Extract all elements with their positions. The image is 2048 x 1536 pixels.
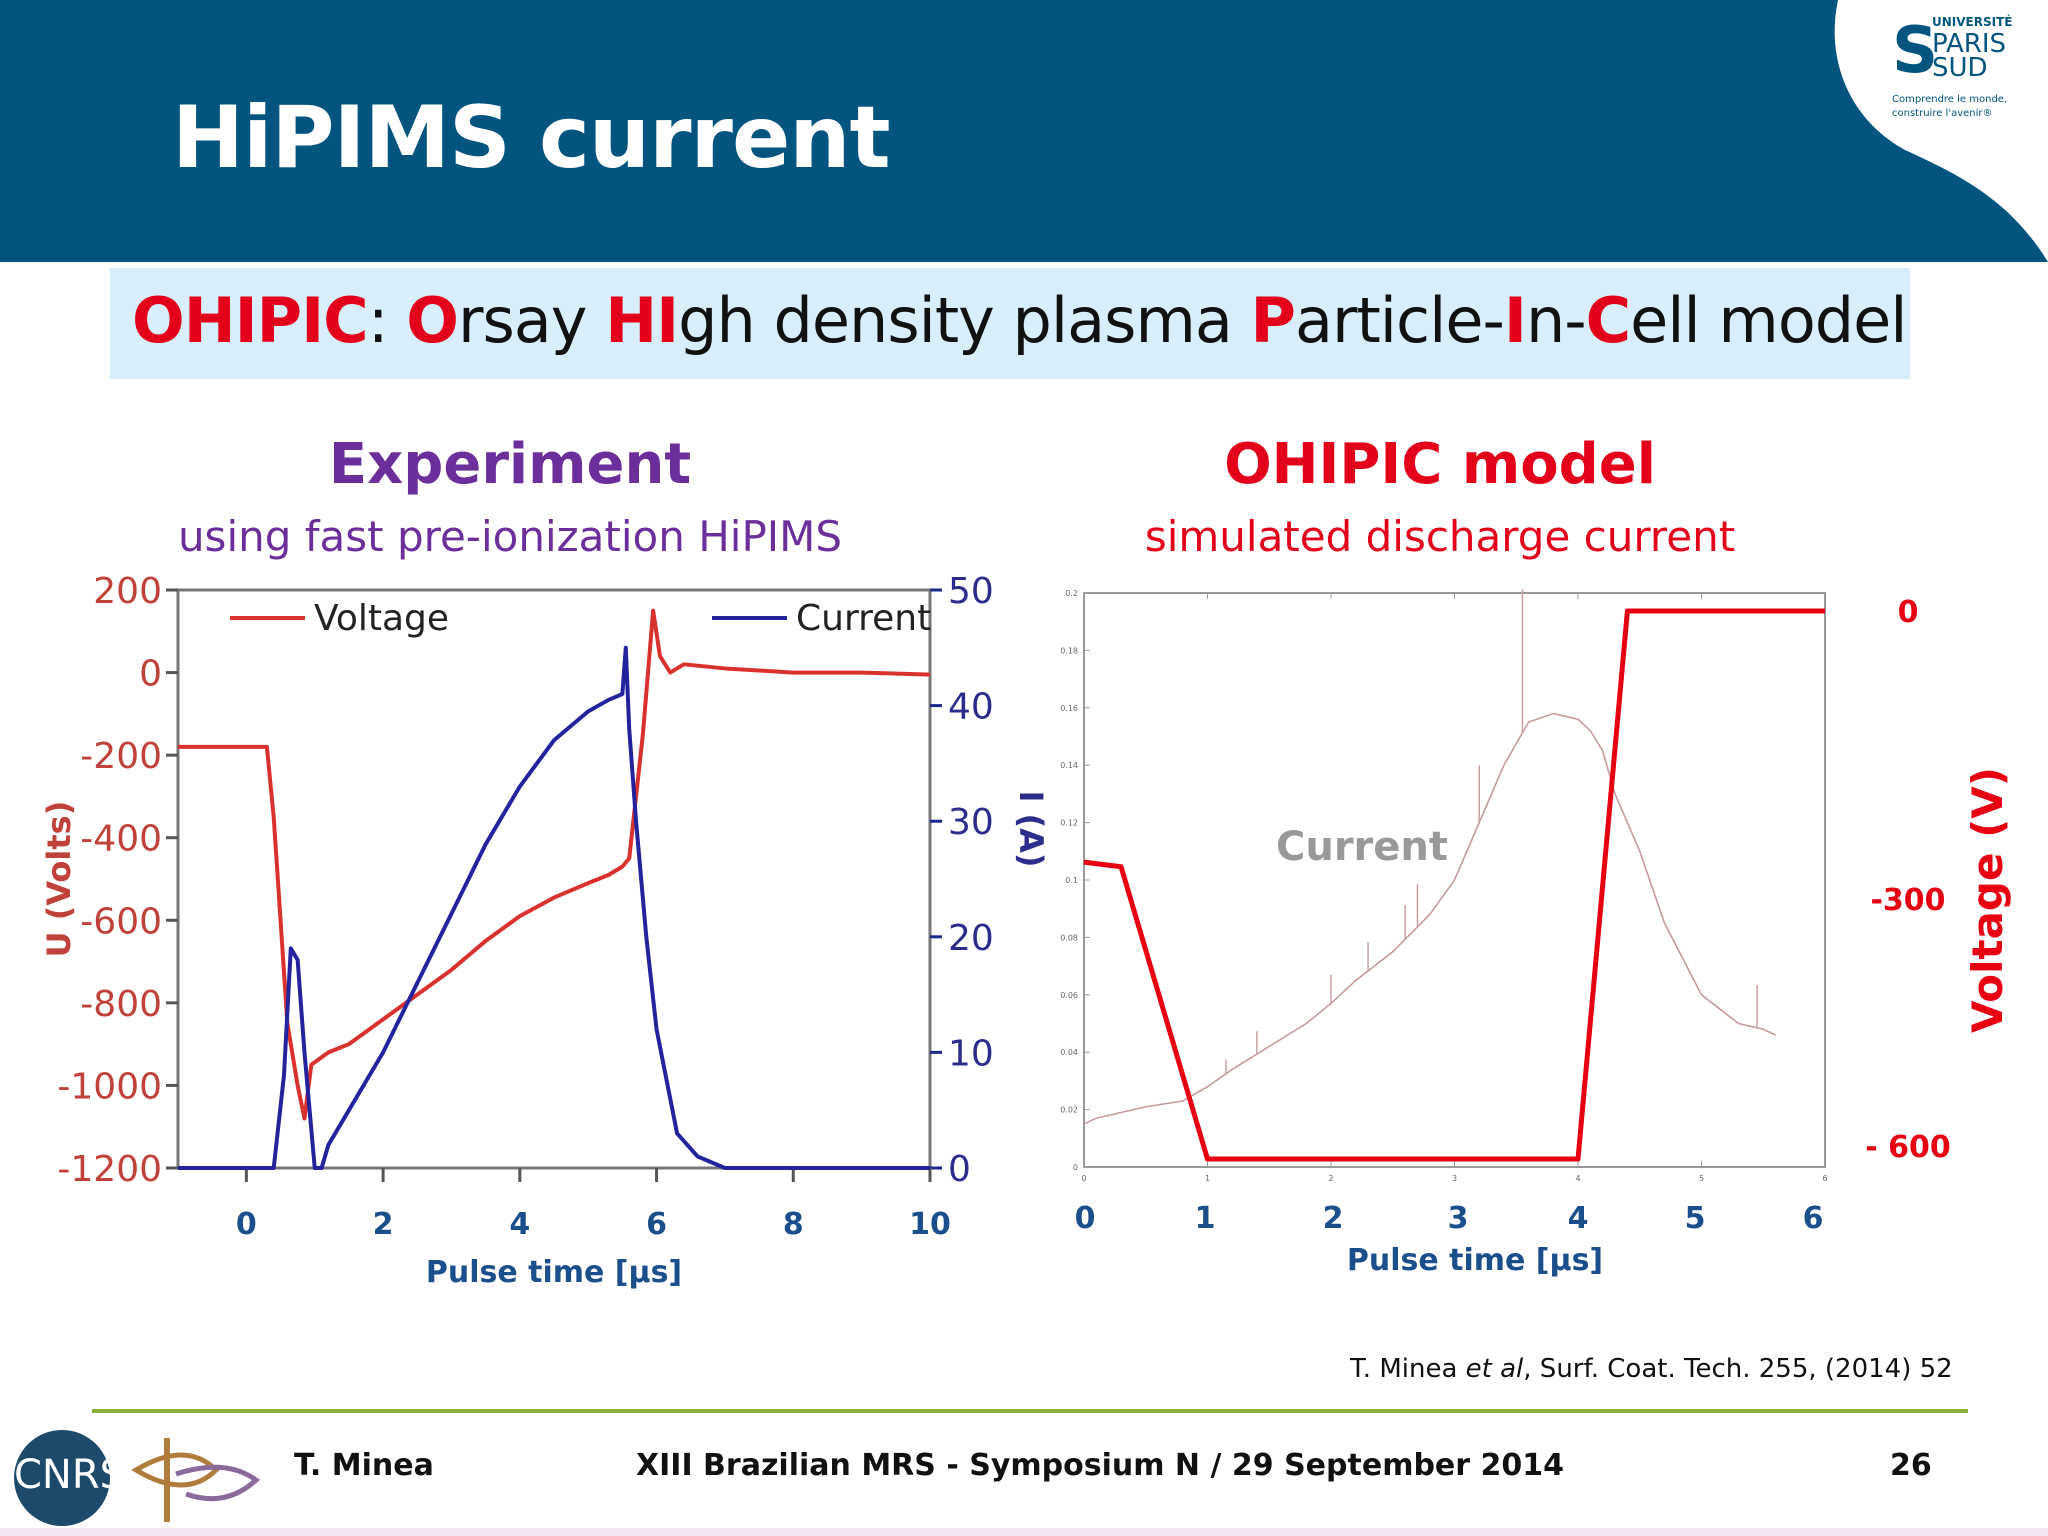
banner-part: article- [1295,284,1505,357]
y-tick-label: 0.04 [1060,1048,1078,1057]
university-logo: S UNIVERSITÉ PARIS SUD Comprendre le mon… [1892,14,2012,119]
x-tick-label: 2 [1323,1201,1344,1236]
banner-part: I [1503,284,1527,357]
experiment-subtitle: using fast pre-ionization HiPIMS [177,512,843,561]
experiment-chart: 2000-200-400-600-800-1000-12005040302010… [40,571,1050,1290]
cnrs-logo: CNRS [14,1430,125,1526]
x-tick-label: 10 [909,1207,951,1242]
y-tick-label: -600 [80,901,162,942]
footer-event: XIII Brazilian MRS - Symposium N / 29 Se… [636,1448,1565,1483]
current-annotation: Current [1276,824,1448,870]
y-tick-label: -1200 [57,1149,162,1190]
citation: T. Minea et al, Surf. Coat. Tech. 255, (… [1350,1354,1953,1384]
y-tick-label: -400 [80,819,162,860]
bottom-strip [0,1528,2048,1536]
banner-part: P [1250,284,1296,357]
y-tick-label: -1000 [57,1066,162,1107]
series-current-line [178,645,930,1170]
series-current-line [1083,712,1776,1125]
y-axis-label: U (Volts) [40,801,78,958]
x-tick-label: 5 [1685,1201,1706,1236]
x-tick-label: 1 [1195,1201,1216,1236]
svg-text:Comprendre le monde,: Comprendre le monde, [1892,94,2007,105]
footer-divider [92,1409,1968,1413]
banner-part: gh density plasma [678,284,1251,357]
y2-tick-label: -300 [1870,883,1945,918]
y-tick-label: -200 [80,736,162,777]
banner-part: OHIPIC [132,284,369,357]
logo-swoosh [1834,0,2048,262]
x-tick-small-label: 6 [1822,1174,1827,1183]
y-tick-label: 0.12 [1060,819,1078,828]
y2-tick-label: 0 [948,1149,971,1190]
banner-part: rsay [458,284,606,357]
y-tick-label: 200 [93,571,162,612]
banner-part: ell model [1630,284,1907,357]
banner-part: C [1585,284,1632,357]
footer-author: T. Minea [294,1448,434,1483]
header-bar [0,0,2048,262]
page-title: HiPIMS current [172,88,891,188]
y-tick-label: 0.18 [1060,646,1078,655]
experiment-title: Experiment [328,432,692,497]
svg-text:UNIVERSITÉ: UNIVERSITÉ [1932,14,2012,29]
banner-text: OHIPIC: Orsay HIgh density plasma Partic… [132,284,1907,357]
x-axis-label: Pulse time [µs] [426,1255,682,1290]
x-tick-label: 3 [1448,1201,1469,1236]
legend-current-label: Current [796,598,931,639]
banner-part: HI [605,284,679,357]
x-tick-label: 2 [373,1207,394,1242]
y-tick-label: 0.08 [1060,933,1078,942]
simulation-subtitle: simulated discharge current [1144,512,1736,561]
y-tick-label: -800 [80,984,162,1025]
y2-tick-label: - 600 [1865,1130,1951,1165]
x-tick-label: 0 [236,1207,257,1242]
x-tick-label: 6 [646,1207,667,1242]
x-tick-label: 8 [783,1207,804,1242]
y2-tick-label: 0 [1898,595,1919,630]
x-tick-label: 4 [509,1207,530,1242]
series-voltage-line [1083,608,1825,1162]
x-axis-label: Pulse time [µs] [1347,1243,1603,1278]
x-tick-small-label: 0 [1081,1174,1086,1183]
y2-tick-label: 40 [948,687,994,728]
x-tick-small-label: 5 [1699,1174,1704,1183]
model-banner: OHIPIC: Orsay HIgh density plasma Partic… [110,268,1910,379]
banner-part: : [367,284,407,357]
y2-axis-label: I (A) [1012,790,1050,867]
page-number: 26 [1890,1448,1932,1483]
y-tick-label: 0.2 [1065,589,1078,598]
legend-voltage-label: Voltage [314,598,449,639]
lpgp-logo [131,1438,260,1522]
y-tick-label: 0 [139,654,162,695]
plot-frame [176,588,932,1170]
svg-text:PARIS: PARIS [1932,29,2006,59]
x-tick-small-label: 4 [1575,1174,1580,1183]
banner-part: n- [1525,284,1587,357]
y-tick-label: 0 [1073,1163,1078,1172]
series-voltage-line [178,608,931,1121]
y2-tick-label: 10 [948,1033,994,1074]
y2-axis-label: Voltage (V) [1963,767,2012,1033]
banner-part: O [406,284,459,357]
y2-tick-label: 30 [948,802,994,843]
svg-text:S: S [1892,14,1938,88]
simulation-title: OHIPIC model [1224,432,1656,497]
x-tick-small-label: 2 [1328,1174,1333,1183]
y-tick-label: 0.1 [1065,876,1078,885]
y2-tick-label: 50 [948,571,994,612]
y2-tick-label: 20 [948,918,994,959]
svg-text:SUD: SUD [1932,53,1988,83]
x-tick-label: 6 [1803,1201,1824,1236]
x-tick-label: 0 [1075,1201,1096,1236]
y-tick-label: 0.14 [1060,761,1078,770]
y-tick-label: 0.06 [1060,991,1078,1000]
x-tick-small-label: 1 [1205,1174,1210,1183]
svg-text:construire l'avenir®: construire l'avenir® [1892,108,1993,119]
simulation-chart: 0 0.02 0.04 0.06 0.08 0.1 0.12 0.14 0.16 0.18 0.2 0… [1060,589,2012,1278]
x-tick-label: 4 [1568,1201,1589,1236]
y-tick-label: 0.16 [1060,704,1078,713]
y-tick-label: 0.02 [1060,1106,1078,1115]
x-tick-small-label: 3 [1452,1174,1457,1183]
